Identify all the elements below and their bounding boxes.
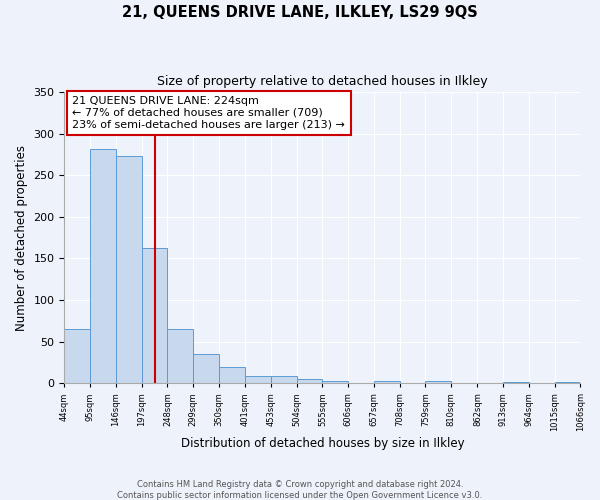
Bar — [245, 376, 271, 384]
Bar — [219, 366, 245, 384]
Bar — [322, 381, 348, 384]
Y-axis label: Number of detached properties: Number of detached properties — [15, 144, 28, 330]
Bar — [425, 381, 451, 384]
Text: 21 QUEENS DRIVE LANE: 224sqm
← 77% of detached houses are smaller (709)
23% of s: 21 QUEENS DRIVE LANE: 224sqm ← 77% of de… — [72, 96, 345, 130]
Title: Size of property relative to detached houses in Ilkley: Size of property relative to detached ho… — [157, 75, 488, 88]
Bar — [193, 354, 219, 384]
X-axis label: Distribution of detached houses by size in Ilkley: Distribution of detached houses by size … — [181, 437, 464, 450]
Bar — [116, 156, 142, 384]
Bar — [296, 379, 322, 384]
Bar — [555, 382, 580, 384]
Bar — [503, 382, 529, 384]
Bar — [271, 376, 296, 384]
Bar — [374, 381, 400, 384]
Bar — [142, 248, 167, 384]
Bar — [64, 329, 90, 384]
Text: 21, QUEENS DRIVE LANE, ILKLEY, LS29 9QS: 21, QUEENS DRIVE LANE, ILKLEY, LS29 9QS — [122, 5, 478, 20]
Bar — [167, 329, 193, 384]
Bar — [90, 150, 116, 384]
Text: Contains HM Land Registry data © Crown copyright and database right 2024.
Contai: Contains HM Land Registry data © Crown c… — [118, 480, 482, 500]
